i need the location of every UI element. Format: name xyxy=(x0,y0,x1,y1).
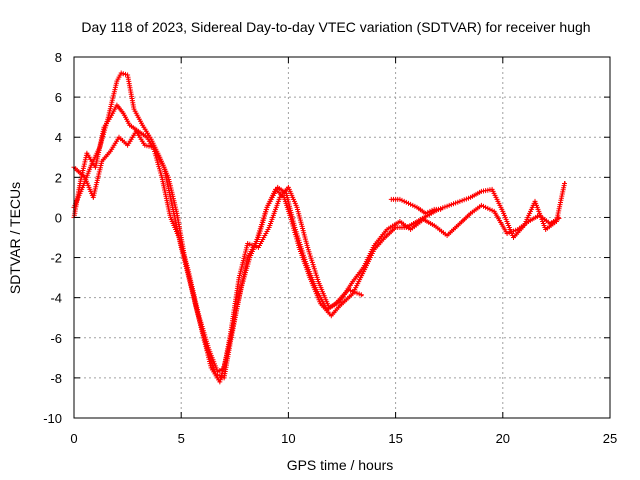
data-point-marker xyxy=(257,228,263,234)
data-point-marker xyxy=(295,209,301,215)
y-tick-label: -10 xyxy=(43,411,62,426)
data-point-marker xyxy=(247,241,253,247)
data-point-marker xyxy=(307,251,313,257)
y-axis-label: SDTVAR / TECUs xyxy=(7,182,23,294)
data-point-marker xyxy=(305,245,311,250)
data-point-marker xyxy=(217,377,223,383)
data-point-marker xyxy=(284,195,290,201)
y-tick-label: -6 xyxy=(50,331,62,346)
data-point-marker xyxy=(399,197,405,203)
series-track-c xyxy=(71,128,562,375)
data-point-marker xyxy=(103,123,109,129)
x-tick-label: 0 xyxy=(70,431,77,446)
x-tick-label: 5 xyxy=(178,431,185,446)
data-point-marker xyxy=(300,250,306,256)
data-point-marker xyxy=(302,256,308,262)
data-point-marker xyxy=(313,272,319,278)
data-point-marker xyxy=(199,321,204,327)
data-point-marker xyxy=(438,206,444,212)
data-point-marker xyxy=(293,229,299,235)
data-point-marker xyxy=(153,153,159,159)
data-point-marker xyxy=(295,235,301,241)
y-tick-label: 0 xyxy=(55,210,62,225)
y-tick-label: -8 xyxy=(50,371,62,386)
data-point-marker xyxy=(104,119,110,124)
chart-title: Day 118 of 2023, Sidereal Day-to-day VTE… xyxy=(81,19,590,35)
data-point-marker xyxy=(562,181,567,186)
data-point-marker xyxy=(155,161,161,167)
data-point-marker xyxy=(288,207,293,213)
data-point-marker xyxy=(120,71,126,77)
data-point-marker xyxy=(184,262,190,268)
data-point-marker xyxy=(98,140,104,146)
data-point-marker xyxy=(100,131,106,137)
data-point-marker xyxy=(423,210,429,216)
y-tick-label: 2 xyxy=(55,170,62,185)
data-point-marker xyxy=(99,136,105,142)
data-point-marker xyxy=(556,215,562,221)
data-point-marker xyxy=(429,207,435,213)
data-point-marker xyxy=(442,204,448,210)
y-tick-label: 4 xyxy=(55,130,62,145)
y-tick-label: 8 xyxy=(55,50,62,65)
data-point-marker xyxy=(286,201,292,207)
y-tick-label: 6 xyxy=(55,90,62,105)
data-point-marker xyxy=(158,170,164,176)
data-point-marker xyxy=(259,222,265,227)
data-point-marker xyxy=(311,266,317,272)
data-point-marker xyxy=(196,313,202,319)
data-point-marker xyxy=(177,237,183,243)
plot-frame xyxy=(73,56,611,419)
x-axis-label: GPS time / hours xyxy=(287,457,394,473)
data-point-marker xyxy=(97,144,103,150)
data-point-marker xyxy=(204,340,210,346)
data-point-marker xyxy=(253,244,259,250)
x-tick-label: 25 xyxy=(603,431,617,446)
data-point-marker xyxy=(154,157,160,163)
x-tick-label: 15 xyxy=(388,431,402,446)
data-point-marker xyxy=(102,127,108,133)
data-point-marker xyxy=(511,228,516,234)
data-point-marker xyxy=(182,254,188,260)
data-point-marker xyxy=(350,288,356,294)
data-point-marker xyxy=(180,250,186,255)
data-point-marker xyxy=(157,166,162,172)
data-point-marker xyxy=(183,258,189,264)
data-point-marker xyxy=(261,215,267,221)
data-point-marker xyxy=(457,198,463,204)
data-point-marker xyxy=(309,259,315,265)
data-point-marker xyxy=(354,290,360,296)
x-tick-label: 20 xyxy=(496,431,510,446)
data-point-marker xyxy=(408,201,414,207)
y-tick-label: -2 xyxy=(50,251,62,266)
series-track-b xyxy=(71,70,364,381)
series-line xyxy=(73,129,562,374)
data-point-marker xyxy=(403,199,409,205)
series-line xyxy=(73,72,364,380)
data-point-marker xyxy=(254,236,260,242)
axis-ticks: 0 5 10 15 20 25 -10 -8 -6 -4 -2 0 2 4 6 8 xyxy=(43,50,617,446)
data-point-marker xyxy=(202,332,208,338)
data-point-marker xyxy=(506,230,512,236)
data-point-marker xyxy=(179,245,185,251)
data-point-marker xyxy=(152,149,158,154)
data-point-marker xyxy=(461,197,467,203)
data-point-marker xyxy=(448,202,454,208)
data-point-marker xyxy=(453,200,459,206)
data-point-marker xyxy=(219,374,225,380)
data-point-marker xyxy=(178,241,184,247)
data-point-marker xyxy=(263,209,269,215)
data-point-marker xyxy=(358,292,364,298)
data-layer xyxy=(71,70,567,385)
grid xyxy=(74,57,610,418)
data-point-marker xyxy=(487,206,493,212)
data-point-marker xyxy=(237,273,243,278)
x-tick-label: 10 xyxy=(281,431,295,446)
y-tick-label: -4 xyxy=(50,291,62,306)
series-track-d xyxy=(388,196,444,216)
data-point-marker xyxy=(483,204,489,210)
data-point-marker xyxy=(297,242,303,247)
data-point-marker xyxy=(217,379,223,385)
